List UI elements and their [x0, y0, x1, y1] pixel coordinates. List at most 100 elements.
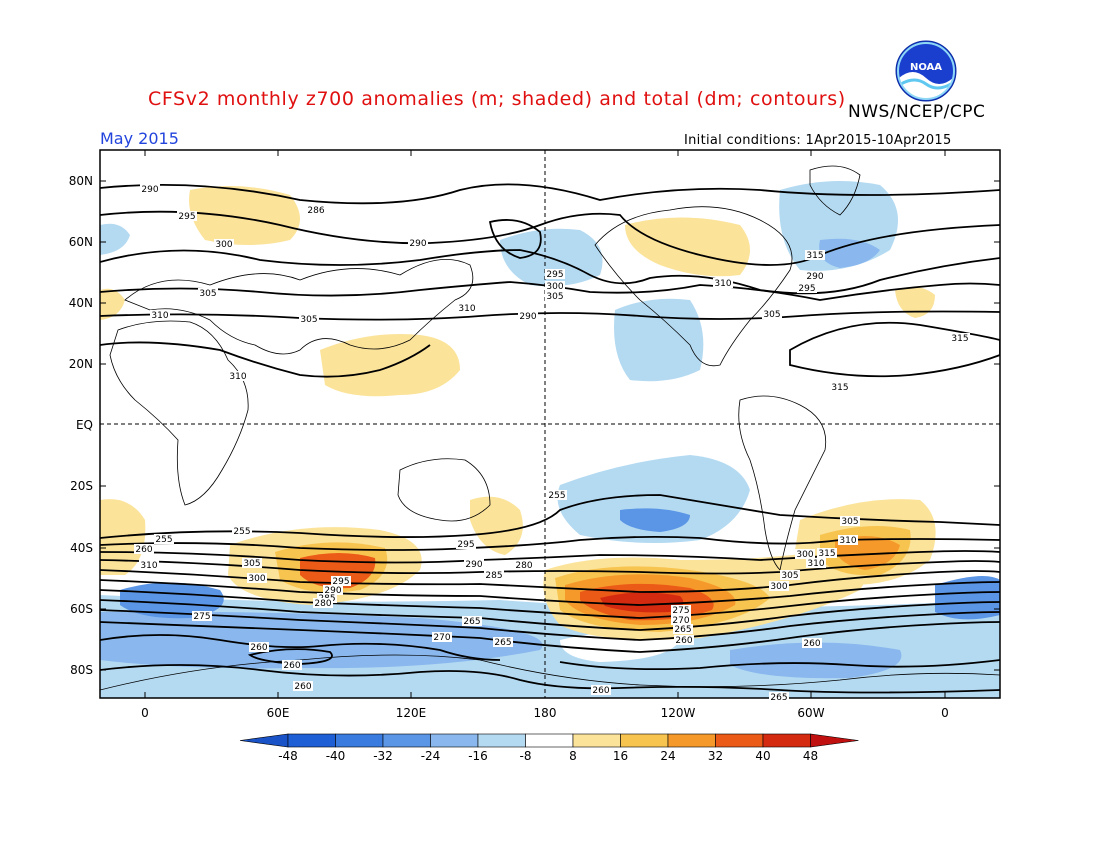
- contour-label: 255: [233, 527, 250, 537]
- contour-label: 260: [250, 643, 267, 653]
- contour-label-bg: [817, 548, 837, 558]
- contour-label-bg: [293, 681, 313, 691]
- contour-label-bg: [805, 250, 825, 260]
- anomaly-region: [100, 223, 130, 255]
- contour-label-bg: [214, 239, 234, 249]
- contour-label-bg: [762, 309, 782, 319]
- contour-label-bg: [671, 615, 691, 625]
- contour-label: 290: [324, 586, 341, 596]
- contour-label: 265: [494, 638, 511, 648]
- colorbar-label: -40: [326, 749, 346, 763]
- contour-label: 305: [300, 315, 317, 325]
- contour-line: [100, 210, 1000, 266]
- contour-line: [100, 494, 1000, 539]
- colorbar-swatch: [762, 733, 811, 748]
- anomaly-region: [820, 526, 911, 576]
- colorbar-swatch: [620, 733, 669, 748]
- contour-line: [100, 310, 1000, 321]
- lat-label: 60S: [70, 602, 93, 616]
- contour-label-bg: [306, 205, 326, 215]
- contour-label-bg: [493, 637, 513, 647]
- anomaly-region: [819, 238, 880, 268]
- noaa-logo: NOAA: [895, 40, 957, 102]
- lat-label: 40S: [70, 541, 93, 555]
- contour-label-bg: [457, 303, 477, 313]
- contour-label-bg: [797, 283, 817, 293]
- contour-line: [100, 281, 1000, 301]
- contour-label-bg: [806, 558, 826, 568]
- map-frame: [99, 149, 1001, 699]
- contour-line: [247, 648, 333, 665]
- contour-label: 300: [215, 240, 232, 250]
- contour-label: 280: [515, 561, 532, 571]
- contour-label-bg: [462, 616, 482, 626]
- contour-label-bg: [192, 611, 212, 621]
- contour-label-bg: [150, 310, 170, 320]
- lon-label: 0: [941, 706, 949, 720]
- colorbar-under-arrow: [239, 733, 289, 748]
- anomaly-region: [100, 611, 543, 669]
- anomaly-region: [779, 181, 898, 271]
- contour-label: 265: [463, 617, 480, 627]
- anomaly-region: [320, 334, 460, 397]
- lon-label: 120E: [396, 706, 427, 720]
- contour-label: 275: [672, 606, 689, 616]
- contour-label-bg: [713, 278, 733, 288]
- anomaly-region: [620, 508, 690, 532]
- lat-ticks: [100, 180, 1000, 671]
- anomaly-region: [228, 527, 422, 605]
- contour-line: [100, 569, 1000, 593]
- colorbar-label: -8: [520, 749, 532, 763]
- colorbar-label: 24: [660, 749, 675, 763]
- contour-label-bg: [317, 593, 337, 603]
- colorbar-swatch: [667, 733, 716, 748]
- lon-axis: 0 60E 120E 180 120W 60W 0: [141, 706, 949, 720]
- contour-label: 310: [807, 559, 824, 569]
- anomaly-region: [614, 298, 704, 382]
- lon-label: 60W: [797, 706, 824, 720]
- shaded-anomalies: [100, 150, 1000, 698]
- contour-line: [100, 341, 431, 378]
- colorbar-label: -24: [421, 749, 441, 763]
- contour-label: 310: [229, 372, 246, 382]
- colorbar-swatch: [335, 733, 384, 748]
- contour-label: 305: [546, 292, 563, 302]
- lat-label: 60N: [69, 235, 93, 249]
- contour-label: 290: [409, 239, 426, 249]
- lat-label: 80S: [70, 663, 93, 677]
- contour-line: [100, 589, 1000, 619]
- contour-label-bg: [154, 534, 174, 544]
- forecast-month: May 2015: [100, 129, 179, 148]
- contour-label-bg: [671, 605, 691, 615]
- contour-label-bg: [802, 638, 822, 648]
- colorbar-swatch: [525, 733, 574, 748]
- contour-label-bg: [514, 560, 534, 570]
- contour-label-bg: [805, 271, 825, 281]
- anomaly-region: [500, 228, 603, 287]
- contour-line: [559, 659, 1000, 671]
- contour-label-bg: [518, 311, 538, 321]
- anomaly-region: [470, 496, 523, 555]
- contour-label: 260: [135, 545, 152, 555]
- colorbar-swatch: [572, 733, 621, 748]
- contour-label: 315: [818, 549, 835, 559]
- contour-label-bg: [769, 692, 789, 702]
- contour-line: [100, 183, 1000, 205]
- colorbar: -48 -40 -32 -24 -16 -8 8 16 24 32 40 48: [239, 733, 859, 763]
- lon-label: 60E: [267, 706, 290, 720]
- anomaly-region: [275, 542, 388, 593]
- anomaly-region: [557, 455, 750, 544]
- contour-label: 255: [155, 535, 172, 545]
- colorbar-label: 8: [569, 749, 577, 763]
- contour-label-bg: [545, 291, 565, 301]
- contour-label-bg: [134, 544, 154, 554]
- contour-label: 305: [781, 571, 798, 581]
- contour-label-bg: [780, 570, 800, 580]
- anomaly-region: [795, 499, 936, 585]
- anomaly-region: [100, 499, 146, 575]
- contour-label-bg: [674, 635, 694, 645]
- anomaly-region: [300, 553, 376, 589]
- contour-line: [100, 550, 1000, 564]
- contour-label-bg: [838, 535, 858, 545]
